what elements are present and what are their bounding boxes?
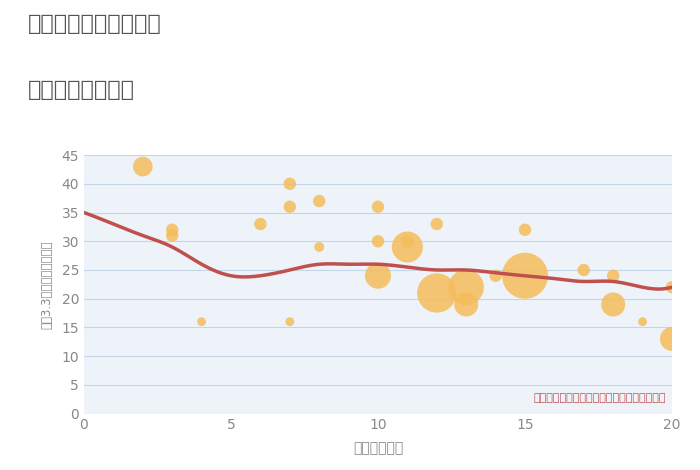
Point [519,226,531,234]
Point [167,226,178,234]
Point [314,197,325,205]
Point [402,243,413,251]
Point [666,283,678,291]
Point [461,301,472,308]
Point [255,220,266,228]
Text: 愛知県碧南市長田町の: 愛知県碧南市長田町の [28,14,162,34]
Point [490,272,501,280]
Point [578,266,589,274]
Point [167,232,178,239]
Point [519,272,531,280]
Point [284,180,295,188]
Point [314,243,325,251]
Point [431,289,442,297]
Point [137,163,148,170]
Point [637,318,648,325]
Point [608,272,619,280]
Point [284,203,295,211]
Point [284,318,295,325]
Point [402,237,413,245]
Text: 駅距離別土地価格: 駅距離別土地価格 [28,80,135,100]
Text: 円の大きさは、取引のあった物件面積を示す: 円の大きさは、取引のあった物件面積を示す [533,393,666,403]
Point [431,220,442,228]
Y-axis label: 坪（3.3㎡）単価（万円）: 坪（3.3㎡）単価（万円） [40,240,53,329]
Point [372,237,384,245]
Point [372,203,384,211]
Point [608,301,619,308]
Point [196,318,207,325]
X-axis label: 駅距離（分）: 駅距離（分） [353,441,403,455]
Point [666,335,678,343]
Point [372,272,384,280]
Point [461,283,472,291]
